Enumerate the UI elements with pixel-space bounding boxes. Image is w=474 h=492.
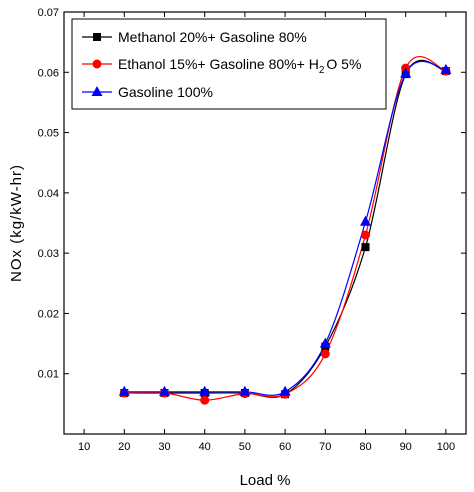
data-point-ethanol [361,230,370,240]
y-tick-label: 0.07 [38,7,59,19]
y-tick-label: 0.01 [38,369,59,381]
legend-marker-methanol [93,33,101,41]
y-tick-label: 0.04 [38,188,59,200]
data-point-gasoline [118,385,130,396]
data-point-methanol [361,243,370,252]
legend-label-ethanol: Ethanol 15%+ Gasoline 80%+ H2 O 5% [118,56,361,76]
y-axis-label: NOx (kg/kW-hr) [8,164,25,282]
series-markers [118,63,452,405]
legend-marker-gasoline [91,86,103,96]
data-point-ethanol [320,349,330,359]
data-point-gasoline [239,385,251,396]
data-point-gasoline [159,385,170,396]
data-point-gasoline [199,385,211,396]
axis-ticks: 10 20 30 40 50 60 70 80 90 100 0.01 0.02 0.03 0.04 0.0… [38,7,466,453]
data-point-gasoline [319,337,331,348]
y-tick-label: 0.06 [38,67,59,79]
data-point-gasoline [360,215,371,226]
x-tick-label: 30 [158,441,170,453]
x-tick-label: 60 [279,441,291,453]
y-tick-label: 0.05 [38,128,59,140]
data-point-gasoline [400,67,412,78]
series-line-methanol [124,59,447,398]
data-point-gasoline [279,385,291,396]
series-curves [124,55,447,401]
x-tick-label: 100 [437,441,455,453]
x-tick-label: 40 [199,441,211,453]
data-point-gasoline [440,63,452,74]
series-line-ethanol [124,55,447,401]
x-axis-label: Load % [240,472,291,489]
legend-label-methanol: Methanol 20%+ Gasoline 80% [118,29,307,45]
x-tick-label: 20 [118,441,130,453]
x-tick-label: 50 [239,441,251,453]
y-tick-label: 0.02 [38,308,59,320]
x-tick-label: 90 [400,441,412,453]
legend: Methanol 20%+ Gasoline 80% Ethanol 15%+ G… [71,18,387,110]
x-tick-label: 80 [359,441,371,453]
series-line-gasoline [124,60,447,396]
legend-marker-ethanol [92,59,102,69]
x-tick-label: 10 [78,441,90,453]
x-tick-label: 70 [319,441,331,453]
legend-label-gasoline: Gasoline 100% [118,84,213,100]
legend-box [71,18,387,110]
data-point-ethanol [200,395,210,405]
y-tick-label: 0.03 [38,248,59,260]
